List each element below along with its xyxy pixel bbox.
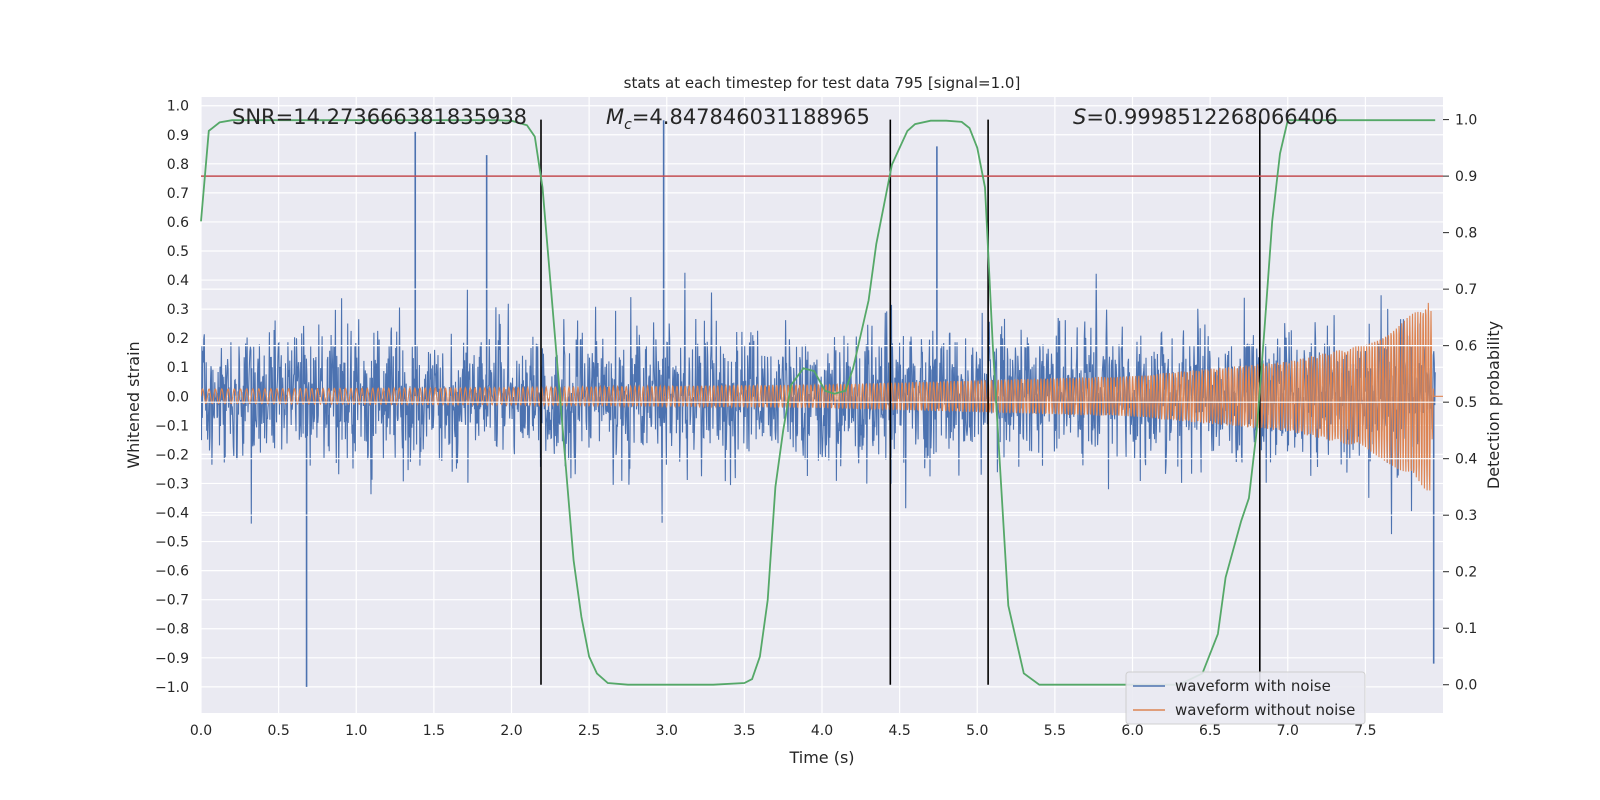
x-tick-label: 1.5 [423, 723, 445, 739]
left-axis-ticks: 1.0 0.9 0.8 0.7 0.6 0.5 0.4 0.3 0.2 0.1 0.0 −0.1 −0.… [155, 99, 189, 696]
x-tick-label: 5.0 [966, 723, 988, 739]
y-axis-right-label: Detection probability [1484, 321, 1503, 489]
y-right-tick-label: 0.3 [1455, 508, 1477, 524]
x-axis-label: Time (s) [788, 748, 854, 767]
detection-probability-line [200, 119, 1436, 686]
noise-series [201, 120, 1436, 687]
chirp-mass-value: =4.847846031188965 [632, 105, 870, 129]
x-tick-label: 4.5 [888, 723, 910, 739]
chirp-mass-annotation: Mc=4.847846031188965 [606, 105, 870, 133]
snr-annotation: SNR=14.273666381835938 [232, 105, 527, 129]
y-left-tick-label: −0.8 [155, 622, 189, 638]
legend-label-noise: waveform with noise [1175, 677, 1331, 695]
x-tick-label: 7.0 [1277, 723, 1299, 739]
x-tick-label: 3.5 [733, 723, 755, 739]
x-axis-ticks: 0.0 0.5 1.0 1.5 2.0 2.5 3.0 3.5 4.0 4.5 5.0 5.5 6.0 6… [190, 723, 1377, 739]
y-right-tick-label: 0.8 [1455, 226, 1477, 242]
x-tick-label: 6.5 [1199, 723, 1221, 739]
y-right-tick-label: 0.9 [1455, 169, 1477, 185]
x-tick-label: 6.0 [1121, 723, 1143, 739]
y-left-tick-label: −0.3 [155, 476, 189, 492]
score-symbol: S [1073, 105, 1086, 129]
vertical-markers [540, 119, 1261, 685]
x-tick-label: 2.0 [500, 723, 522, 739]
detection-score-annotation: S=0.9998512268066406 [1073, 105, 1338, 129]
legend-box [1125, 671, 1366, 725]
probability-series [200, 119, 1436, 686]
y-right-tick-label: 1.0 [1455, 113, 1477, 129]
y-left-tick-label: 0.4 [167, 273, 189, 289]
y-left-tick-label: 0.3 [167, 302, 189, 318]
x-tick-label: 4.0 [811, 723, 833, 739]
x-tick-label: 7.5 [1354, 723, 1376, 739]
score-value: =0.9998512268066406 [1086, 105, 1337, 129]
x-tick-label: 0.0 [190, 723, 212, 739]
y-left-tick-label: −0.1 [155, 418, 189, 434]
y-left-tick-label: −0.5 [155, 535, 189, 551]
y-left-tick-label: 0.8 [167, 157, 189, 173]
clean-series [201, 288, 1443, 516]
x-tick-label: 3.0 [656, 723, 678, 739]
y-right-tick-label: 0.7 [1455, 282, 1477, 298]
chart-title: stats at each timestep for test data 795… [624, 74, 1021, 92]
y-left-tick-label: 0.9 [167, 128, 189, 144]
y-left-tick-label: −1.0 [155, 680, 189, 696]
grid [200, 97, 1443, 713]
y-right-tick-label: 0.6 [1455, 339, 1477, 355]
y-left-tick-label: 0.6 [167, 215, 189, 231]
x-tick-label: 2.5 [578, 723, 600, 739]
y-right-tick-label: 0.4 [1455, 452, 1477, 468]
y-left-tick-label: −0.2 [155, 447, 189, 463]
chirp-mass-symbol: M [606, 105, 624, 129]
y-left-tick-label: 0.2 [167, 331, 189, 347]
y-right-tick-label: 0.5 [1455, 395, 1477, 411]
y-axis-left-label: Whitened strain [124, 341, 143, 468]
x-tick-label: 0.5 [267, 723, 289, 739]
y-left-tick-label: 0.1 [167, 360, 189, 376]
x-tick-label: 5.5 [1044, 723, 1066, 739]
y-left-tick-label: −0.7 [155, 593, 189, 609]
y-left-tick-label: 0.5 [167, 244, 189, 260]
legend-label-clean: waveform without noise [1175, 701, 1355, 719]
y-left-tick-label: 0.0 [167, 389, 189, 405]
y-right-tick-label: 0.0 [1455, 678, 1477, 694]
noise-waveform-line [201, 272, 1436, 535]
x-tick-label: 1.0 [345, 723, 367, 739]
y-right-tick-label: 0.2 [1455, 565, 1477, 581]
y-left-tick-label: −0.6 [155, 564, 189, 580]
legend: waveform with noise waveform without noi… [1125, 671, 1366, 725]
y-left-tick-label: 0.7 [167, 186, 189, 202]
y-left-tick-label: −0.9 [155, 651, 189, 667]
right-axis-ticks: 1.0 0.9 0.8 0.7 0.6 0.5 0.4 0.3 0.2 0.1 0.0 [1443, 113, 1477, 694]
y-left-tick-label: −0.4 [155, 506, 189, 522]
chirp-mass-subscript: c [624, 117, 632, 133]
y-right-tick-label: 0.1 [1455, 621, 1477, 637]
y-left-tick-label: 1.0 [167, 99, 189, 115]
